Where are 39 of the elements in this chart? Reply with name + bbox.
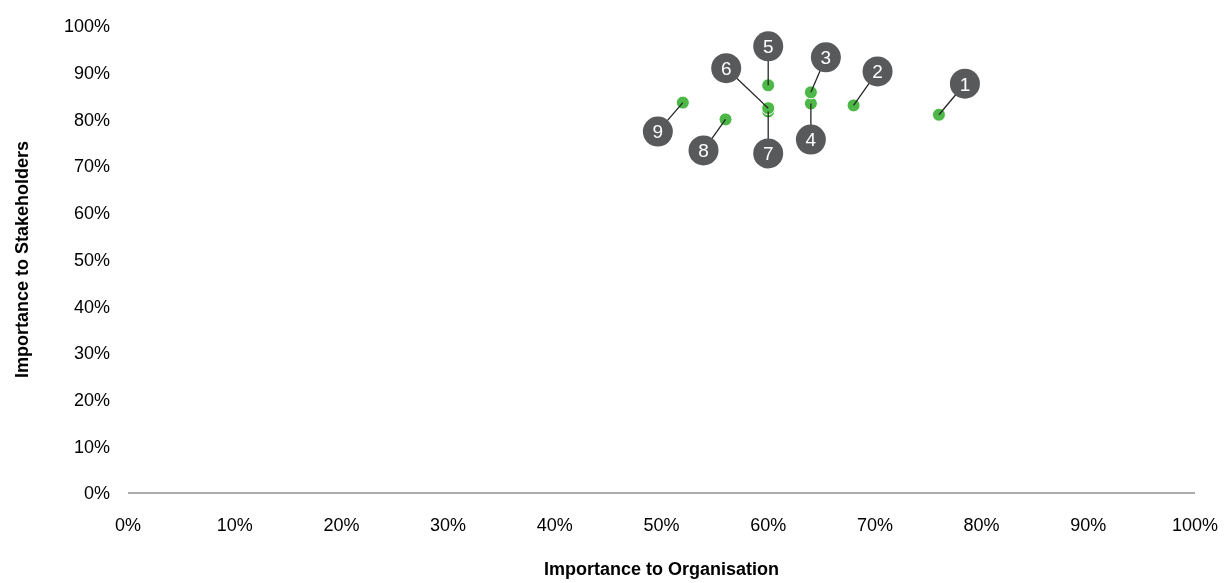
y-tick-label: 80% (73, 109, 110, 130)
y-tick-label: 100% (63, 16, 110, 37)
x-tick-label: 10% (216, 515, 253, 535)
y-tick-label: 40% (73, 296, 110, 317)
y-tick-label: 0% (83, 483, 110, 504)
annotation: 8 (698, 140, 709, 162)
y-tick-label: 30% (73, 343, 110, 364)
annotation: 1 (959, 73, 971, 95)
annotation: 6 (720, 58, 732, 80)
annotation: 7 (762, 143, 774, 165)
y-tick-label: 60% (73, 203, 110, 224)
x-tick-label: 20% (323, 515, 360, 535)
x-axis-title: Importance to Organisation (543, 559, 780, 579)
y-tick-label: 50% (73, 249, 110, 270)
y-tick-label: 20% (73, 389, 110, 410)
point (803, 85, 818, 100)
annotation: 5 (762, 36, 774, 58)
point (846, 98, 861, 113)
annotation: 3 (820, 47, 832, 69)
y-tick-label: 70% (73, 156, 110, 177)
point (931, 107, 946, 122)
annotation: 2 (872, 61, 883, 83)
x-tick-label: 30% (430, 515, 467, 535)
x-tick-label: 40% (536, 515, 573, 535)
y-tick-label: 90% (73, 63, 110, 83)
y-axis-title: Importance to Stakeholders (12, 140, 32, 379)
x-tick-label: 70% (856, 515, 893, 535)
x-tick-label: 50% (643, 515, 680, 535)
x-tick-label: 0% (114, 515, 142, 535)
point (675, 95, 690, 110)
y-tick-label: 10% (73, 436, 110, 457)
x-tick-label: 100% (1171, 515, 1219, 535)
annotation: 9 (652, 121, 664, 143)
annotation: 4 (805, 129, 817, 151)
x-tick-label: 60% (750, 515, 787, 535)
point (718, 112, 733, 127)
point (761, 78, 776, 93)
x-tick-label: 80% (963, 515, 1000, 535)
x-tick-label: 90% (1070, 515, 1107, 535)
